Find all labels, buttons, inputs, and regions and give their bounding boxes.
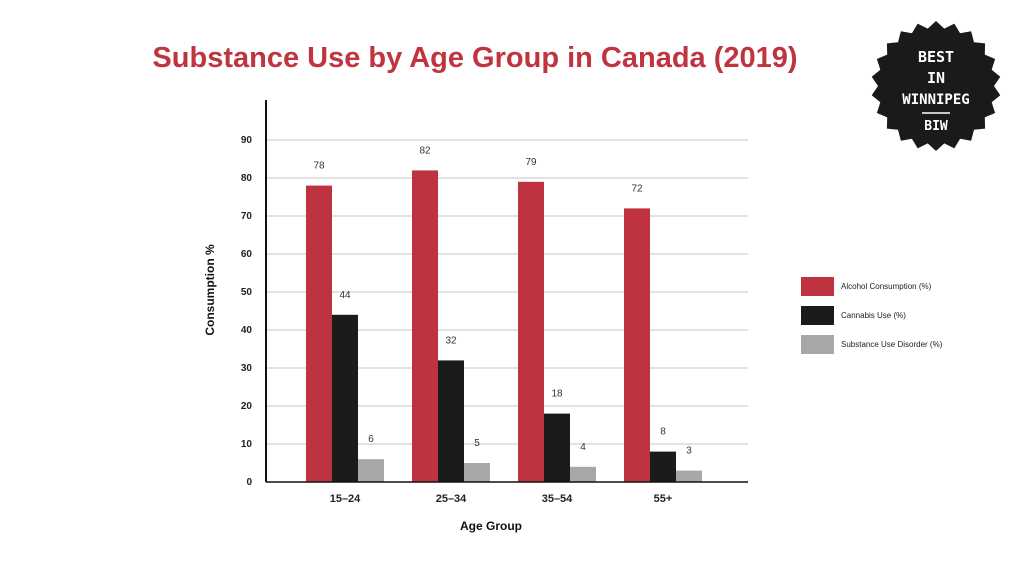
x-tick-label-1: 15–24 [330,493,361,505]
bar-1-4 [624,208,650,482]
y-tick-label-70: 70 [241,211,253,222]
data-label-3-4: 3 [686,446,692,457]
legend-label-3: Substance Use Disorder (%) [841,340,943,349]
data-label-2-3: 18 [551,389,563,400]
legend-label-1: Alcohol Consumption (%) [841,282,932,291]
badge-line-winnipeg: WINNIPEG [902,92,969,108]
bar-3-3 [570,466,596,482]
y-tick-label-10: 10 [241,439,253,450]
data-label-1-4: 72 [631,183,643,194]
bar-3-2 [464,463,490,482]
x-tick-label-4: 55+ [654,493,673,505]
bar-1-1 [306,185,332,482]
data-label-3-1: 6 [368,434,374,445]
y-tick-label-80: 80 [241,173,253,184]
bar-2-3 [544,413,570,482]
bar-2-2 [438,360,464,482]
y-tick-label-40: 40 [241,325,253,336]
data-label-3-2: 5 [474,438,480,449]
legend-label-2: Cannabis Use (%) [841,311,906,320]
y-tick-label-0: 0 [246,477,252,488]
data-label-1-2: 82 [419,145,431,156]
data-label-1-3: 79 [525,157,537,168]
x-tick-label-2: 25–34 [436,493,467,505]
badge-line-biw: BIW [924,119,948,134]
legend-swatch-3 [801,335,834,354]
badge-line-in: IN [927,69,945,87]
y-tick-label-50: 50 [241,287,253,298]
best-in-winnipeg-badge: BEST IN WINNIPEG BIW [871,21,1001,151]
bar-3-4 [676,470,702,482]
data-label-1-1: 78 [313,161,325,172]
data-label-2-1: 44 [339,290,351,301]
x-tick-labels: 15–24 25–34 35–54 55+ [330,493,673,505]
legend: Alcohol Consumption (%) Cannabis Use (%) S… [801,277,943,354]
bar-1-2 [412,170,438,482]
legend-swatch-1 [801,277,834,296]
bar-2-1 [332,314,358,482]
legend-swatch-2 [801,306,834,325]
y-tick-label-90: 90 [241,135,253,146]
bar-1-3 [518,181,544,483]
y-tick-label-20: 20 [241,401,253,412]
y-tick-labels: 0 10 20 30 40 50 60 70 80 90 [241,135,253,488]
y-axis-title: Consumption % [203,244,217,336]
data-label-3-3: 4 [580,442,586,453]
bar-2-4 [650,451,676,482]
bars [306,170,702,483]
x-tick-label-3: 35–54 [542,493,573,505]
data-label-2-2: 32 [445,335,457,346]
bar-3-1 [358,459,384,482]
data-label-2-4: 8 [660,427,666,438]
y-tick-label-60: 60 [241,249,253,260]
data-labels: 78 44 6 82 32 5 79 18 4 72 8 3 [313,145,692,456]
y-tick-label-30: 30 [241,363,253,374]
badge-line-best: BEST [918,48,954,66]
x-axis-title: Age Group [460,519,522,533]
badge-seal-shape [871,21,1001,151]
chart-title: Substance Use by Age Group in Canada (20… [152,42,798,74]
